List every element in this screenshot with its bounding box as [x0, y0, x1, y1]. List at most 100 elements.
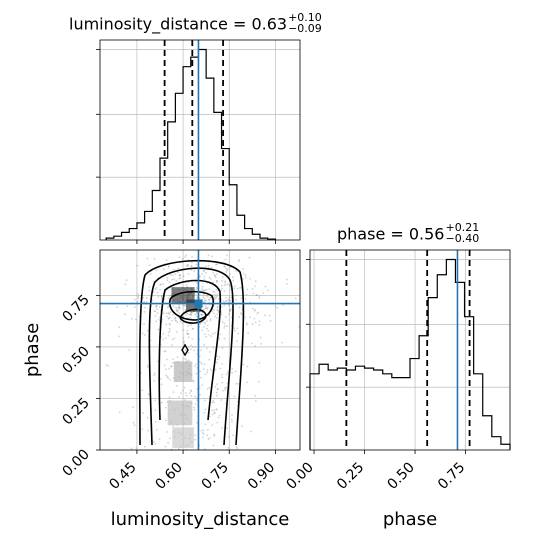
- scatter-point: [220, 305, 223, 308]
- scatter-point: [281, 341, 283, 344]
- scatter-point: [147, 393, 150, 396]
- scatter-point: [202, 294, 205, 296]
- scatter-frame: [99, 249, 301, 451]
- scatter-point: [166, 315, 169, 318]
- scatter-point: [148, 289, 151, 292]
- scatter-point: [211, 255, 214, 258]
- scatter-point: [190, 390, 193, 393]
- scatter-point: [187, 281, 190, 284]
- scatter-point: [166, 375, 169, 378]
- scatter-point: [190, 394, 193, 397]
- scatter-point: [255, 294, 258, 296]
- scatter-point: [200, 313, 203, 316]
- scatter-point: [217, 306, 219, 308]
- scatter-point: [169, 437, 172, 440]
- phase-xtick-label-3: 0.75: [435, 460, 468, 493]
- scatter-point: [169, 330, 171, 332]
- scatter-point: [211, 310, 214, 313]
- scatter-point: [199, 355, 201, 358]
- scatter-point: [255, 293, 258, 296]
- scatter-point: [228, 300, 230, 302]
- scatter-point: [248, 278, 251, 280]
- scatter-point: [196, 282, 199, 285]
- scatter-point: [195, 263, 198, 266]
- scatter-point: [213, 411, 216, 414]
- scatter-point: [221, 279, 223, 282]
- ylabel-phase: phase: [22, 323, 43, 377]
- scatter-point: [208, 288, 211, 290]
- scatter-point: [203, 269, 205, 272]
- scatter-point: [214, 315, 217, 318]
- scatter-point: [234, 370, 237, 373]
- scatter-point: [258, 297, 261, 299]
- scatter-point: [184, 399, 186, 401]
- scatter-point: [205, 305, 207, 307]
- scatter-point: [136, 264, 139, 267]
- scatter-point: [207, 254, 210, 257]
- scatter-point: [126, 305, 129, 308]
- scatter-point: [191, 379, 194, 382]
- scatter-point: [227, 298, 230, 301]
- scatter-point: [123, 313, 126, 316]
- scatter-point: [225, 267, 228, 270]
- scatter-point: [142, 296, 145, 299]
- title-phase-lower: −0.40: [445, 232, 480, 245]
- scatter-point: [226, 269, 228, 272]
- scatter-point: [216, 263, 219, 266]
- scatter-point: [152, 441, 155, 444]
- scatter-point: [252, 292, 255, 295]
- scatter-point: [180, 392, 182, 394]
- scatter-point: [255, 400, 257, 402]
- scatter-point: [165, 419, 167, 421]
- scatter-point: [200, 362, 203, 365]
- scatter-point: [147, 429, 149, 432]
- scatter-point: [217, 311, 220, 314]
- scatter-point: [199, 323, 202, 325]
- scatter-point: [143, 334, 146, 336]
- panel-hist-phase: 0.00 0.25 0.50 0.75: [284, 249, 511, 493]
- scatter-point: [175, 308, 178, 311]
- scatter-point: [179, 307, 181, 310]
- scatter-point: [206, 387, 209, 390]
- scatter-point: [190, 265, 193, 268]
- scatter-point: [224, 387, 226, 389]
- scatter-point: [248, 256, 251, 259]
- scatter-point: [189, 313, 191, 316]
- scatter-point: [253, 317, 256, 320]
- scatter-point: [190, 269, 193, 271]
- scatter-point: [208, 298, 211, 301]
- scatter-point: [186, 312, 189, 315]
- scatter-point: [162, 283, 165, 286]
- scatter-point: [171, 278, 173, 281]
- scatter-point: [212, 346, 215, 349]
- scatter-point: [190, 344, 193, 347]
- scatter-point: [221, 321, 224, 323]
- scatter-point: [239, 312, 242, 314]
- scatter-point: [184, 349, 187, 351]
- scatter-point: [238, 258, 241, 261]
- scatter-point: [163, 350, 166, 353]
- scatter-point: [196, 296, 198, 299]
- phase-xtick-label-2: 0.50: [385, 460, 418, 493]
- scatter-point: [158, 306, 161, 309]
- scatter-point: [237, 332, 240, 335]
- scatter-point: [244, 276, 247, 279]
- contour-line-0: [138, 259, 245, 446]
- scatter-point: [203, 399, 206, 402]
- scatter-point: [216, 388, 219, 391]
- scatter-point: [182, 336, 185, 339]
- scatter-point: [228, 308, 231, 311]
- scatter-point: [219, 367, 222, 370]
- scatter-point: [184, 314, 187, 316]
- scatter-point: [167, 312, 170, 315]
- scatter-point: [215, 280, 218, 282]
- scatter-point: [176, 356, 179, 359]
- scatter-point: [254, 345, 256, 347]
- scatter-point: [245, 322, 248, 325]
- scatter-point: [199, 276, 201, 278]
- scatter-point: [212, 444, 215, 447]
- scatter-point: [172, 362, 174, 364]
- scatter-point: [220, 285, 223, 287]
- scatter-point: [193, 408, 196, 411]
